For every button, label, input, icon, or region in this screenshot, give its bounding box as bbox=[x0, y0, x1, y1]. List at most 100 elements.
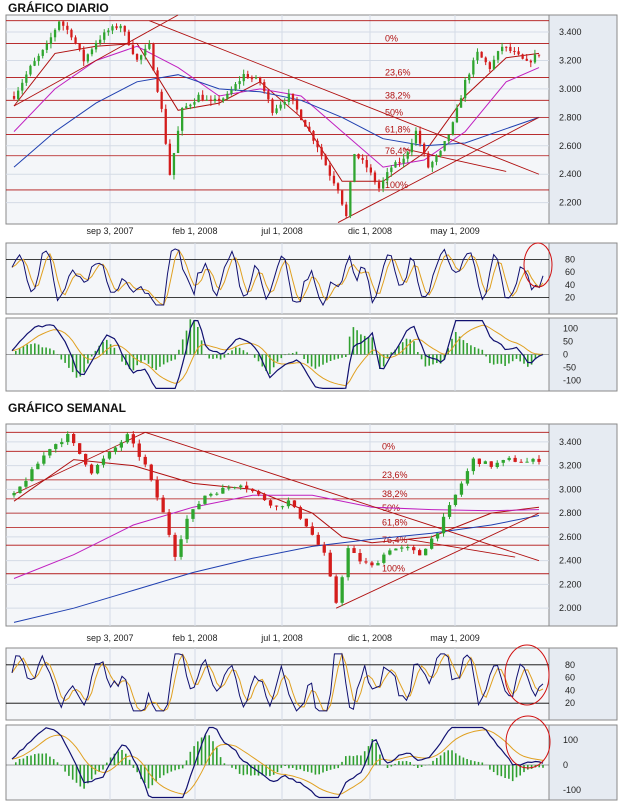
daily-macd-histogram-bar bbox=[15, 351, 17, 355]
daily-macd-histogram-bar bbox=[143, 354, 146, 361]
daily-trend-line bbox=[149, 20, 540, 175]
daily-macd-histogram-bar bbox=[68, 354, 70, 368]
weekly-macd-histogram-bar bbox=[49, 756, 51, 765]
daily-candle-body bbox=[464, 80, 467, 99]
daily-candle-body bbox=[390, 167, 393, 173]
daily-candle-body bbox=[160, 91, 163, 109]
daily-macd-histogram-bar bbox=[527, 354, 529, 367]
weekly-candle-body bbox=[507, 457, 511, 460]
daily-y-tick-label: 3.200 bbox=[559, 55, 582, 65]
daily-macd-histogram-bar bbox=[481, 349, 484, 355]
daily-moving-average bbox=[13, 74, 540, 168]
daily-macd-histogram-bar bbox=[477, 348, 480, 355]
daily-candle-body bbox=[135, 54, 139, 60]
weekly-macd-histogram-bar bbox=[451, 750, 453, 765]
daily-candle-body bbox=[529, 60, 532, 63]
daily-x-tick-label: feb 1, 2008 bbox=[172, 226, 217, 236]
daily-candle-body bbox=[58, 21, 61, 30]
daily-y-tick-label: 2.800 bbox=[559, 112, 582, 122]
daily-candle-body bbox=[328, 165, 331, 176]
weekly-y-tick-label: 3.400 bbox=[559, 437, 582, 447]
daily-macd-histogram-bar bbox=[102, 342, 104, 355]
daily-candle-body bbox=[398, 162, 401, 164]
weekly-macd-histogram-bar bbox=[511, 765, 514, 782]
daily-x-tick-label: sep 3, 2007 bbox=[86, 226, 133, 236]
weekly-candle-body bbox=[125, 434, 129, 443]
weekly-macd-histogram-bar bbox=[269, 765, 271, 777]
weekly-candle-body bbox=[519, 461, 523, 463]
weekly-candle-body bbox=[322, 544, 326, 553]
daily-candle-body bbox=[459, 98, 463, 108]
daily-macd-histogram-bar bbox=[197, 327, 199, 355]
weekly-macd-histogram-bar bbox=[481, 762, 484, 765]
weekly-macd-histogram-bar bbox=[185, 760, 188, 765]
weekly-moving-average bbox=[13, 515, 540, 623]
weekly-candle-body bbox=[501, 460, 505, 463]
weekly-macd-histogram-bar bbox=[113, 753, 116, 765]
daily-price-axis-band bbox=[548, 14, 618, 225]
weekly-candle-body bbox=[66, 434, 70, 443]
daily-candle-body bbox=[144, 48, 147, 56]
daily-macd-histogram-bar bbox=[329, 354, 332, 361]
weekly-fib-label: 100% bbox=[382, 564, 405, 574]
weekly-macd-histogram-bar bbox=[462, 757, 465, 765]
daily-macd-histogram-bar bbox=[538, 354, 540, 357]
daily-macd-histogram-bar bbox=[159, 354, 161, 367]
weekly-macd-histogram-bar bbox=[83, 765, 85, 789]
daily-macd-histogram-bar bbox=[276, 354, 279, 362]
weekly-macd-histogram-bar bbox=[307, 765, 309, 772]
weekly-candle-body bbox=[179, 539, 183, 557]
daily-macd-tick: 50 bbox=[563, 336, 573, 346]
daily-macd-histogram-bar bbox=[132, 354, 135, 371]
daily-candle-body bbox=[74, 37, 77, 44]
weekly-macd-histogram-bar bbox=[102, 765, 104, 770]
daily-macd-histogram-bar bbox=[489, 354, 491, 364]
weekly-candle-body bbox=[101, 458, 106, 465]
daily-macd-tick: -100 bbox=[563, 376, 581, 386]
daily-macd-histogram-bar bbox=[322, 354, 324, 365]
daily-candle-body bbox=[353, 154, 356, 183]
weekly-macd-histogram-bar bbox=[181, 765, 184, 769]
weekly-macd-histogram-bar bbox=[303, 765, 305, 772]
daily-candle-body bbox=[423, 143, 426, 154]
weekly-macd-histogram-bar bbox=[314, 765, 317, 775]
daily-candle-body bbox=[213, 98, 217, 101]
daily-candle-body bbox=[185, 106, 188, 108]
weekly-macd-histogram-bar bbox=[231, 765, 233, 768]
weekly-candle-body bbox=[167, 512, 171, 535]
daily-candle-body bbox=[427, 153, 430, 168]
daily-macd-histogram-bar bbox=[326, 354, 328, 363]
daily-macd-histogram-bar bbox=[360, 334, 362, 355]
daily-macd-histogram-bar bbox=[451, 338, 453, 355]
weekly-candle-body bbox=[155, 479, 159, 498]
weekly-macd-histogram-bar bbox=[329, 765, 332, 770]
weekly-candle-body bbox=[24, 481, 28, 487]
weekly-candle-body bbox=[447, 505, 452, 517]
weekly-candle-body bbox=[221, 487, 225, 494]
daily-candle-body bbox=[369, 167, 372, 173]
daily-candle-body bbox=[78, 43, 81, 50]
weekly-x-tick-label: sep 3, 2007 bbox=[86, 633, 133, 643]
daily-macd-histogram-bar bbox=[94, 350, 97, 355]
weekly-macd-tick: 0 bbox=[563, 760, 568, 770]
weekly-highlight-circle bbox=[504, 644, 550, 706]
daily-macd-histogram-bar bbox=[178, 349, 180, 355]
weekly-macd-histogram-bar bbox=[30, 755, 32, 765]
weekly-macd-histogram-bar bbox=[401, 761, 404, 765]
weekly-candle-body bbox=[143, 456, 147, 465]
daily-candle-body bbox=[127, 31, 130, 46]
daily-macd-histogram-bar bbox=[200, 340, 203, 355]
daily-candle-body bbox=[316, 140, 319, 148]
daily-macd-histogram-bar bbox=[284, 354, 286, 356]
weekly-macd-histogram-bar bbox=[496, 765, 499, 776]
daily-macd-histogram-bar bbox=[432, 354, 434, 365]
weekly-candle-body bbox=[107, 452, 112, 459]
daily-candle-body bbox=[123, 25, 126, 32]
daily-trend-line bbox=[403, 148, 507, 172]
daily-candle-body bbox=[332, 175, 336, 184]
daily-candle-body bbox=[377, 182, 381, 189]
daily-candle-body bbox=[275, 108, 278, 113]
daily-macd-histogram-bar bbox=[246, 352, 248, 355]
daily-candle-body bbox=[21, 82, 24, 91]
daily-macd-histogram-bar bbox=[216, 354, 218, 359]
